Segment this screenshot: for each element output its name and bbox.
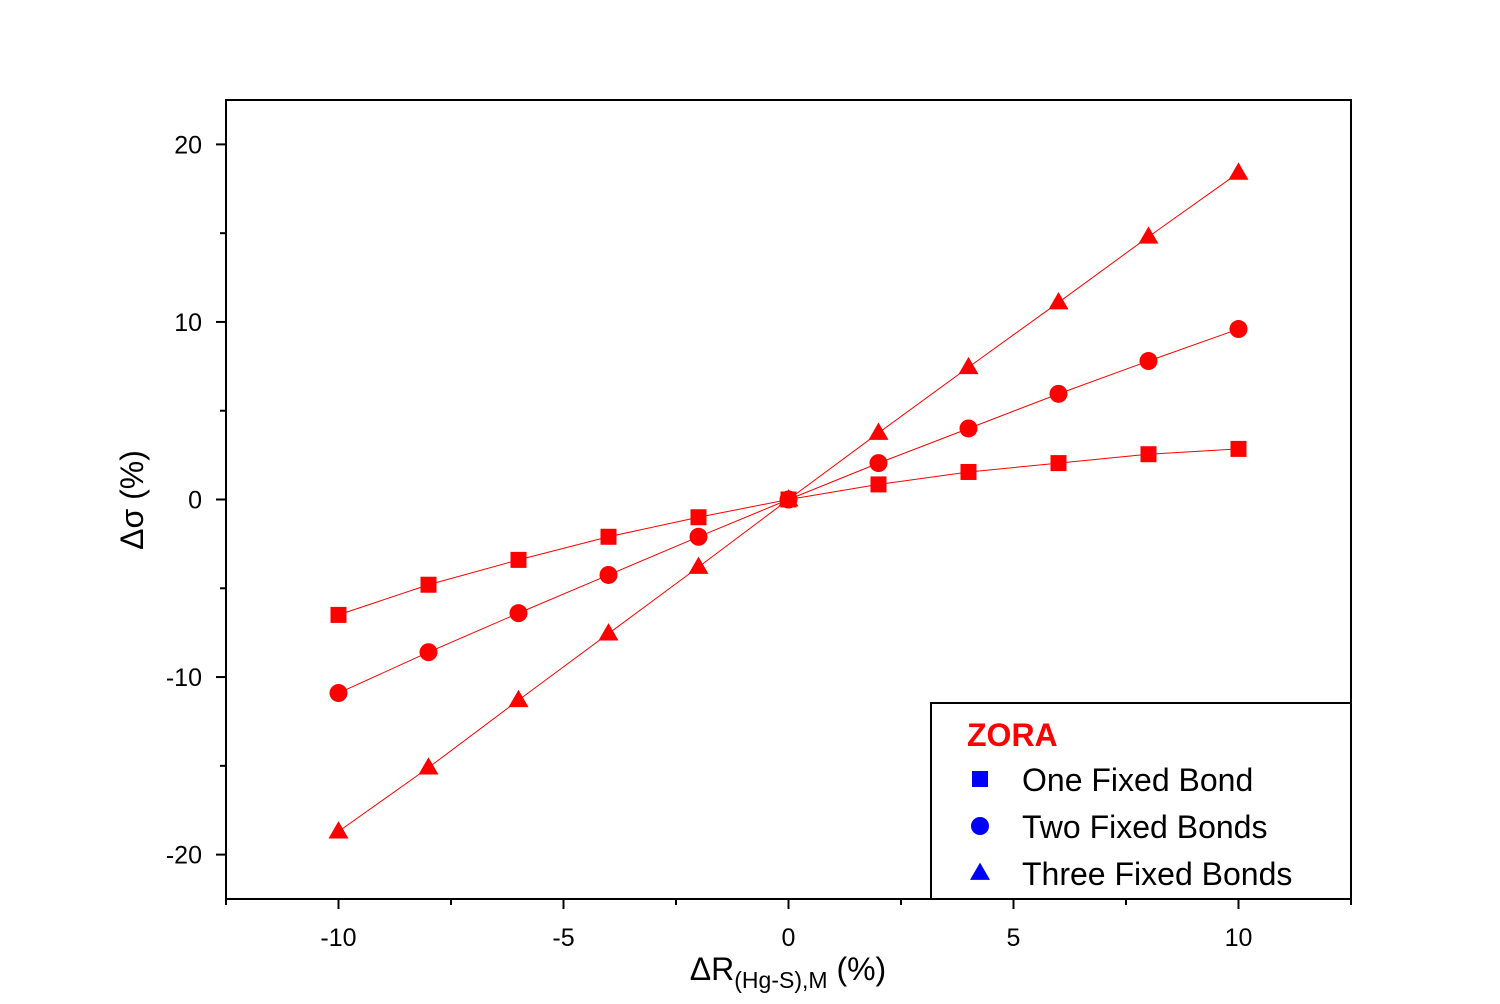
data-point-triangle: [598, 623, 619, 641]
x-tick-label: 0: [782, 924, 796, 952]
series-line-circle: [338, 328, 1239, 694]
y-tick-label: -20: [166, 842, 202, 870]
x-tick-label: -5: [552, 924, 574, 952]
data-point-triangle: [778, 489, 799, 507]
y-tick-label: -10: [166, 664, 202, 692]
data-point-triangle: [1228, 162, 1249, 180]
data-point-square: [1140, 446, 1157, 463]
data-point-square: [510, 551, 527, 568]
data-point-circle: [509, 604, 528, 623]
data-point-circle: [419, 643, 438, 662]
y-axis-label: Δσ (%): [114, 450, 150, 550]
data-point-triangle: [418, 757, 439, 775]
data-point-circle: [959, 419, 978, 438]
data-point-circle: [869, 454, 888, 473]
x-axis-label-unit: (%): [828, 951, 887, 987]
data-point-triangle: [868, 422, 889, 440]
data-point-circle: [1229, 320, 1248, 339]
x-axis-label-main: ΔR: [690, 951, 734, 987]
data-point-circle: [689, 527, 708, 546]
data-point-square: [690, 509, 707, 526]
data-point-square: [600, 528, 617, 545]
data-point-triangle: [508, 689, 529, 708]
legend-marker-square: [972, 771, 988, 787]
y-tick-label: 0: [188, 487, 202, 515]
data-point-circle: [1049, 384, 1068, 403]
data-point-triangle: [958, 356, 979, 375]
data-point-square: [1050, 455, 1067, 472]
legend-marker-triangle: [970, 862, 990, 880]
legend-marker-circle: [971, 817, 989, 835]
data-point-square: [420, 576, 437, 593]
series-line-square: [338, 448, 1239, 616]
data-point-square: [1230, 440, 1247, 457]
data-point-triangle: [688, 556, 709, 574]
data-point-circle: [1139, 352, 1158, 371]
legend-box: [930, 702, 1352, 900]
data-point-circle: [599, 565, 618, 584]
data-point-triangle: [328, 821, 349, 839]
x-axis-label-subscript: (Hg-S),M: [734, 967, 827, 993]
legend-title: ZORA: [967, 717, 1058, 753]
x-tick-label: 10: [1225, 924, 1253, 952]
x-tick-label: 5: [1007, 924, 1021, 952]
data-point-circle: [329, 684, 348, 703]
data-point-square: [330, 606, 347, 623]
legend-label: Three Fixed Bonds: [1022, 856, 1292, 892]
x-axis-label: ΔR(Hg-S),M (%): [690, 951, 886, 993]
legend-label: Two Fixed Bonds: [1022, 809, 1267, 845]
data-point-triangle: [1048, 292, 1069, 310]
y-tick-label: 10: [174, 309, 202, 337]
data-point-square: [870, 476, 887, 493]
data-point-triangle: [1138, 226, 1159, 244]
y-tick-label: 20: [174, 131, 202, 159]
data-point-square: [960, 463, 977, 480]
legend-label: One Fixed Bond: [1022, 762, 1253, 798]
x-tick-label: -10: [320, 924, 356, 952]
